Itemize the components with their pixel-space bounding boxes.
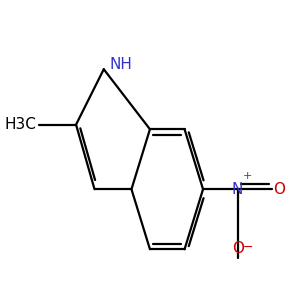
Text: −: −: [242, 241, 253, 254]
Text: NH: NH: [110, 57, 132, 72]
Text: N: N: [232, 182, 243, 197]
Text: +: +: [243, 171, 252, 181]
Text: H3C: H3C: [5, 117, 37, 132]
Text: O: O: [232, 241, 244, 256]
Text: O: O: [274, 182, 286, 197]
